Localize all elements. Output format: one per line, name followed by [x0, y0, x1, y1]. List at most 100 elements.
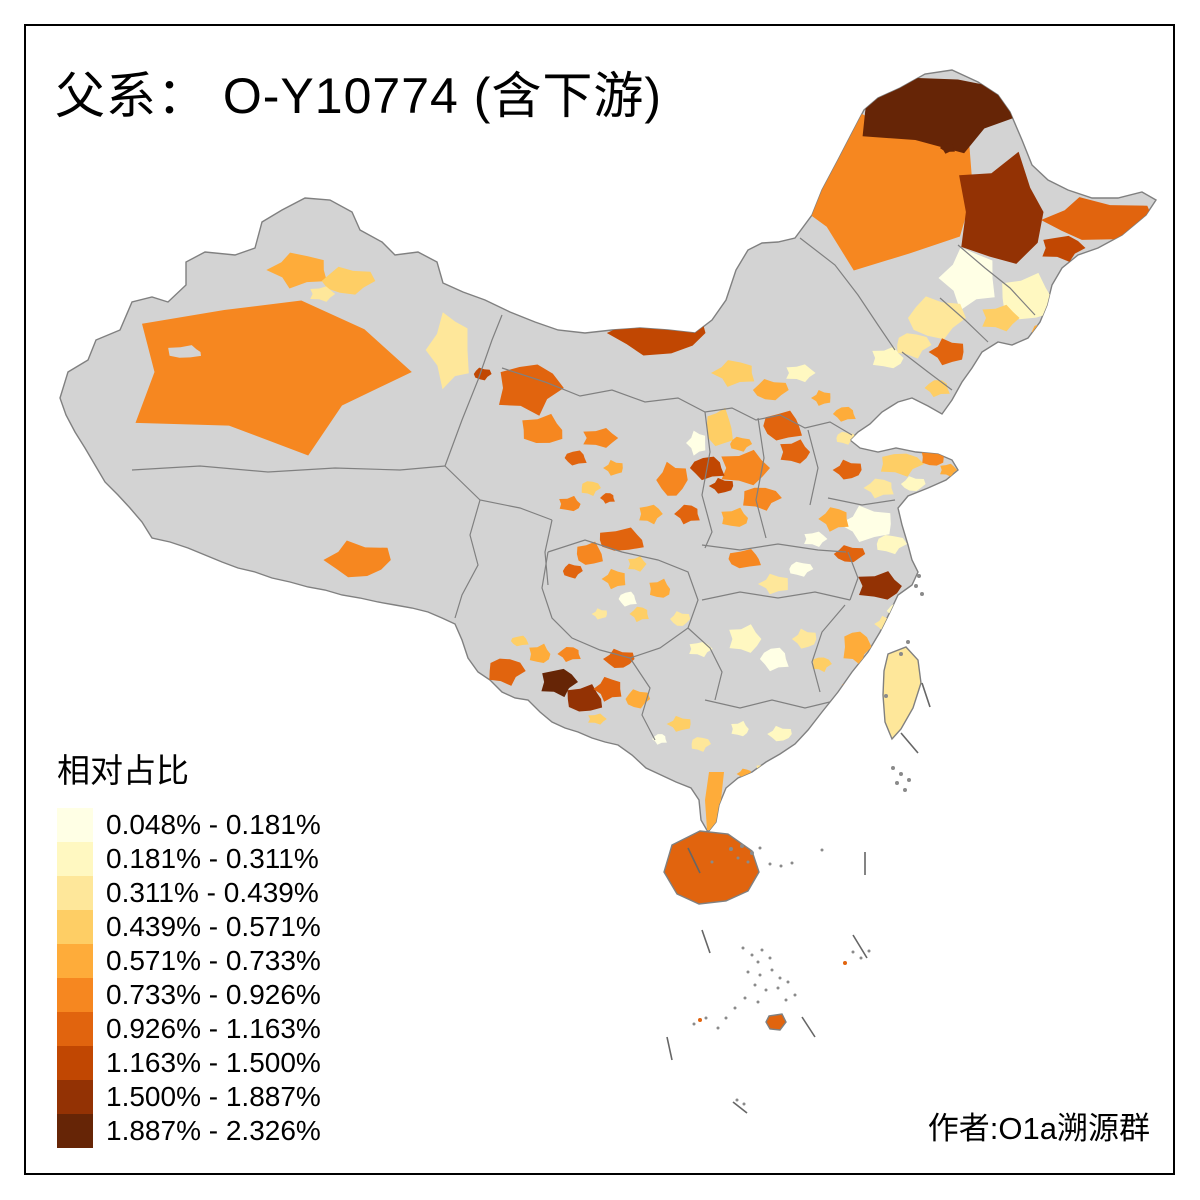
province-border-line [799, 237, 896, 351]
map-region [489, 658, 526, 686]
island-dot [729, 847, 733, 851]
island-dot [692, 1022, 696, 1026]
sea-islands [692, 574, 924, 1106]
island-dot [764, 988, 768, 992]
boundary-dash [701, 929, 711, 954]
island-dot [746, 970, 750, 974]
map-region [711, 360, 755, 387]
island-dot [710, 860, 714, 864]
legend-swatch [57, 944, 93, 978]
boundary-dash [732, 1101, 748, 1114]
map-region [567, 684, 603, 712]
island-dot [756, 960, 760, 964]
map-region [599, 527, 644, 551]
boundary-dash [852, 934, 868, 959]
map-region [625, 689, 651, 709]
island-dot [899, 772, 903, 776]
legend-label: 0.439% - 0.571% [106, 911, 321, 942]
map-region [576, 541, 603, 565]
legend-row: 1.500% - 1.887% [57, 1080, 321, 1114]
island-dot [820, 848, 824, 852]
map-region [791, 628, 817, 649]
boundary-dash [666, 1036, 673, 1061]
legend-row: 1.163% - 1.500% [57, 1046, 321, 1080]
map-region [780, 439, 811, 464]
map-region [729, 624, 762, 653]
island-dot [920, 592, 924, 596]
map-region [564, 450, 587, 466]
map-region [908, 296, 966, 340]
map-region [767, 725, 792, 742]
map-region [557, 647, 581, 662]
map-region [591, 608, 607, 620]
island-dot [716, 1026, 720, 1030]
boundary-dash [687, 847, 701, 874]
legend-row: 0.181% - 0.311% [57, 842, 321, 876]
legend-row: 0.733% - 0.926% [57, 978, 321, 1012]
province-border-line [755, 417, 767, 539]
map-region [321, 266, 376, 295]
legend-row: 0.926% - 1.163% [57, 1012, 321, 1046]
map-region [425, 312, 469, 390]
map-region [730, 436, 753, 452]
island-dot [741, 946, 745, 950]
legend-label: 0.181% - 0.311% [106, 843, 319, 874]
map-region [791, 747, 811, 763]
map-region [880, 453, 925, 477]
province-border-line [454, 499, 481, 619]
map-region [786, 364, 816, 383]
map-region [858, 571, 902, 600]
island-dot [758, 846, 762, 850]
island-dot [768, 862, 772, 866]
island-dot [778, 976, 782, 980]
island-dot [733, 1006, 737, 1010]
island-dot [891, 766, 895, 770]
province-border-line [847, 551, 859, 601]
map-region [921, 446, 944, 466]
map-region-sansha [765, 1013, 787, 1031]
map-region [583, 428, 619, 448]
island-dot [736, 856, 740, 860]
map-region [812, 657, 832, 673]
map-region [473, 367, 492, 381]
map-region [708, 477, 734, 494]
map-region [752, 379, 789, 401]
province-border-line [444, 314, 503, 467]
map-region [721, 449, 770, 486]
map-region [168, 345, 201, 358]
map-region [832, 459, 862, 480]
map-region [757, 573, 788, 595]
island-dot [758, 973, 762, 977]
map-region [266, 252, 327, 289]
map-region [559, 495, 581, 512]
province-border-line [444, 465, 553, 521]
legend-swatch [57, 1012, 93, 1046]
island-dot [906, 640, 910, 644]
island-dot [770, 968, 774, 972]
map-region [838, 505, 891, 542]
legend-swatch [57, 910, 93, 944]
map-region [522, 413, 563, 443]
island-dot [746, 860, 750, 864]
map-region [940, 463, 958, 477]
map-region [959, 151, 1044, 264]
map-region [928, 338, 964, 366]
map-region [1042, 235, 1086, 262]
island-dot [843, 961, 847, 965]
map-region [141, 258, 169, 278]
legend-label: 1.500% - 1.887% [106, 1081, 321, 1112]
legend: 相对占比 0.048% - 0.181% 0.181% - 0.311% 0.3… [57, 744, 321, 1148]
map-region [872, 346, 904, 369]
province-border-line [901, 351, 953, 391]
legend-swatch [57, 842, 93, 876]
island-dot [899, 652, 903, 656]
map-region [581, 481, 601, 496]
map-region [1041, 197, 1154, 240]
island-dot [756, 1000, 760, 1004]
legend-label: 0.926% - 1.163% [106, 1013, 321, 1044]
island-dot [776, 986, 780, 990]
boundary-dash [921, 682, 931, 708]
island-dot [917, 574, 921, 578]
province-border-line [957, 244, 1036, 316]
